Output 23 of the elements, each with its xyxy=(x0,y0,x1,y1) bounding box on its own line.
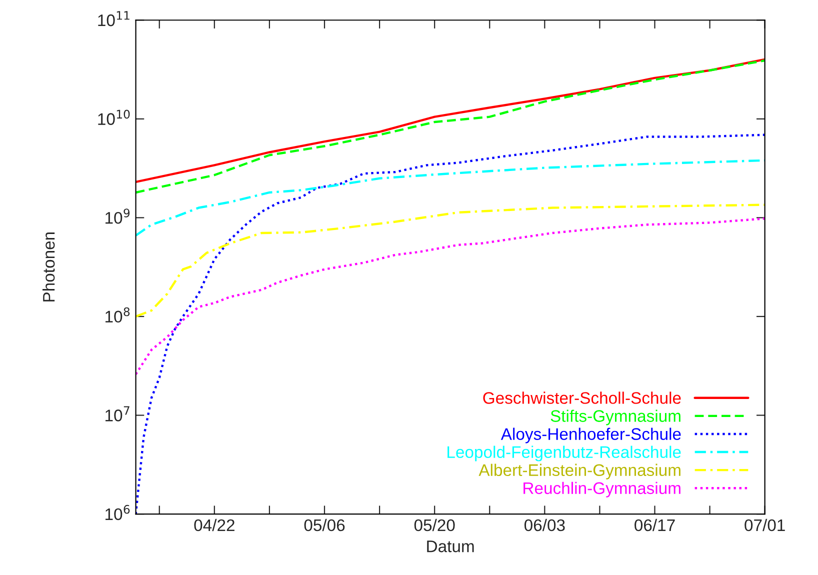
x-tick-label: 05/06 xyxy=(304,518,345,532)
x-tick-label: 07/01 xyxy=(744,518,785,532)
legend-label: Albert-Einstein-Gymnasium xyxy=(478,464,680,480)
line-series xyxy=(136,204,765,318)
legend-label: Leopold-Feigenbutz-Realschule xyxy=(448,446,681,462)
x-axis-title: Datum xyxy=(427,540,474,552)
legend-label: Stifts-Gymnasium xyxy=(550,410,680,426)
line-series xyxy=(136,217,765,376)
y-tick-label: 10$^{7}$ xyxy=(106,406,130,422)
legend-label: Geschwister-Scholl-Schule xyxy=(483,392,681,404)
y-tick-label: 10$^{11}$ xyxy=(98,11,130,26)
y-tick-label: 10$^{6}$ xyxy=(106,504,130,520)
x-tick-label: 04/22 xyxy=(194,518,234,532)
line-series xyxy=(136,159,765,237)
x-tick-label: 05/20 xyxy=(414,518,455,532)
y-axis-title: Photonen xyxy=(42,232,55,302)
y-tick-label: 10$^{10}$ xyxy=(98,110,130,125)
legend-label: Aloys-Henhoefer-Schule xyxy=(500,428,681,444)
x-tick-label: 06/03 xyxy=(524,518,565,532)
y-tick-label: 10$^{9}$ xyxy=(106,208,130,224)
legend-label: Reuchlin-Gymnasium xyxy=(524,482,680,498)
x-tick-label: 06/17 xyxy=(634,518,675,532)
y-tick-label: 10$^{8}$ xyxy=(106,307,130,323)
